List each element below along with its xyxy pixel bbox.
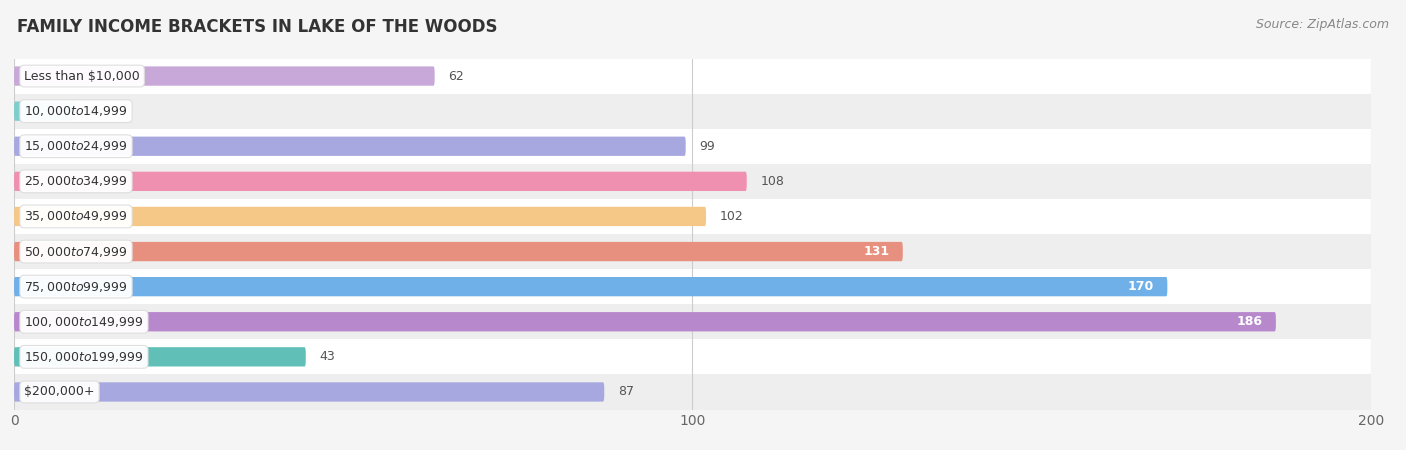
Text: 43: 43 [319,351,335,363]
Text: $100,000 to $149,999: $100,000 to $149,999 [24,315,143,329]
Text: 87: 87 [617,386,634,398]
FancyBboxPatch shape [14,382,605,401]
Text: 9: 9 [89,105,97,117]
FancyBboxPatch shape [14,242,903,261]
Text: $200,000+: $200,000+ [24,386,94,398]
Text: Source: ZipAtlas.com: Source: ZipAtlas.com [1256,18,1389,31]
FancyBboxPatch shape [14,102,75,121]
Bar [14,164,1371,199]
FancyBboxPatch shape [14,172,747,191]
Text: 108: 108 [761,175,785,188]
Text: 102: 102 [720,210,744,223]
Text: $150,000 to $199,999: $150,000 to $199,999 [24,350,143,364]
Text: $35,000 to $49,999: $35,000 to $49,999 [24,209,128,224]
FancyBboxPatch shape [14,277,1167,296]
FancyBboxPatch shape [14,207,706,226]
Bar [14,199,1371,234]
FancyBboxPatch shape [14,137,686,156]
Bar [14,58,1371,94]
Text: 62: 62 [449,70,464,82]
Text: 186: 186 [1236,315,1263,328]
Bar [14,269,1371,304]
Text: $15,000 to $24,999: $15,000 to $24,999 [24,139,128,153]
Text: 99: 99 [699,140,716,153]
Bar [14,129,1371,164]
Bar [14,339,1371,374]
Bar [14,374,1371,410]
Text: 131: 131 [863,245,889,258]
Text: $10,000 to $14,999: $10,000 to $14,999 [24,104,128,118]
FancyBboxPatch shape [14,67,434,86]
Bar [14,304,1371,339]
Text: Less than $10,000: Less than $10,000 [24,70,141,82]
Text: $25,000 to $34,999: $25,000 to $34,999 [24,174,128,189]
Bar [14,94,1371,129]
Text: $75,000 to $99,999: $75,000 to $99,999 [24,279,128,294]
Text: FAMILY INCOME BRACKETS IN LAKE OF THE WOODS: FAMILY INCOME BRACKETS IN LAKE OF THE WO… [17,18,498,36]
FancyBboxPatch shape [14,347,305,366]
Text: $50,000 to $74,999: $50,000 to $74,999 [24,244,128,259]
Bar [14,234,1371,269]
FancyBboxPatch shape [14,312,1275,331]
Text: 170: 170 [1128,280,1154,293]
